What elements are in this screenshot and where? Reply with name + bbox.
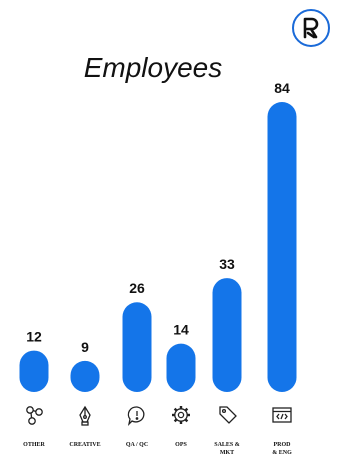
pen-nib-icon <box>79 405 91 426</box>
category-label: SALES & <box>214 442 240 448</box>
category-label: & ENG <box>272 450 292 456</box>
value-label: 33 <box>219 256 235 272</box>
category-label: MKT <box>220 450 234 456</box>
logo-glyph <box>303 17 319 39</box>
tag-icon <box>219 406 237 424</box>
value-label: 84 <box>274 80 290 96</box>
bar-qa-qc <box>122 302 152 392</box>
alert-bubble-icon <box>127 406 145 426</box>
chart-title: Employees <box>83 52 223 83</box>
category-label: PROD <box>274 442 292 448</box>
category-label: OPS <box>175 442 187 448</box>
bar-other <box>19 350 49 392</box>
brand-logo <box>292 9 330 47</box>
bar-ops <box>166 343 196 392</box>
value-label: 26 <box>129 280 145 296</box>
gear-icon <box>172 406 190 424</box>
code-window-icon <box>272 407 292 423</box>
bar-creative <box>70 360 100 392</box>
category-label: CREATIVE <box>69 442 100 448</box>
value-label: 14 <box>173 322 189 338</box>
bar-prod-eng <box>267 102 297 392</box>
value-label: 12 <box>26 329 42 345</box>
value-label: 9 <box>81 339 89 355</box>
bar-sales-mkt <box>212 278 242 392</box>
network-icon <box>26 406 43 425</box>
category-label: OTHER <box>23 442 45 448</box>
category-label: QA / QC <box>126 442 148 448</box>
